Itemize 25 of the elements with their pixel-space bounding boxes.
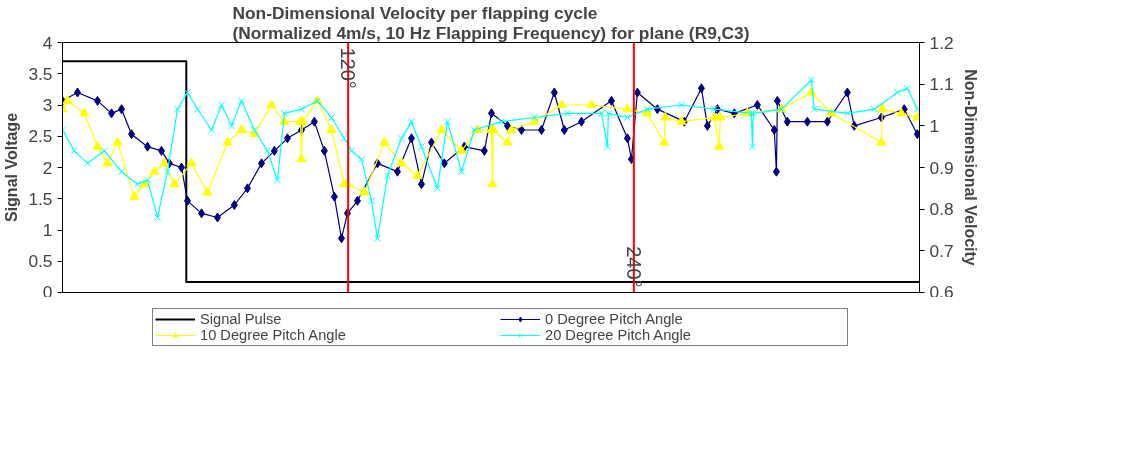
y-tick-label: 0.5 xyxy=(28,251,53,272)
ref-line-label: 240° xyxy=(622,246,645,288)
legend-label: 10 Degree Pitch Angle xyxy=(200,327,347,343)
y-tick-label: 1.5 xyxy=(28,188,53,209)
y-tick-label: 2 xyxy=(42,157,53,178)
legend-label: 0 Degree Pitch Angle xyxy=(545,311,684,327)
chart-title: Non-Dimensional Velocity per flapping cycle (Normalized 4m/s, 10 Hz Flapping Frequency) for plane (R9,C3) xyxy=(232,2,750,43)
y2-tick-label: 0.7 xyxy=(929,240,954,261)
legend-label: Signal Pulse xyxy=(200,311,283,327)
y2-axis-title: Non-Dimensional Velocity xyxy=(961,69,979,266)
y2-tick-label: 1 xyxy=(929,115,940,136)
y-tick-label: 4 xyxy=(42,32,53,53)
y2-tick-label: 1.1 xyxy=(929,74,954,95)
y-tick-label: 0 xyxy=(42,281,53,302)
y2-tick-label: 0.9 xyxy=(929,157,954,178)
y-tick-label: 1 xyxy=(42,220,53,240)
y-tick-label: 3.5 xyxy=(28,63,53,84)
y-axis-title: Signal Voltage xyxy=(3,112,21,223)
y2-tick-label: 0.6 xyxy=(929,281,954,302)
y2-tick-label: 1.2 xyxy=(929,32,954,53)
y-tick-label: 2.5 xyxy=(28,126,53,147)
ref-line-label: 120° xyxy=(337,47,360,89)
y2-tick-label: 0.8 xyxy=(929,199,954,220)
y-tick-label: 3 xyxy=(42,95,53,115)
legend-label: 20 Degree Pitch Angle xyxy=(545,327,692,343)
